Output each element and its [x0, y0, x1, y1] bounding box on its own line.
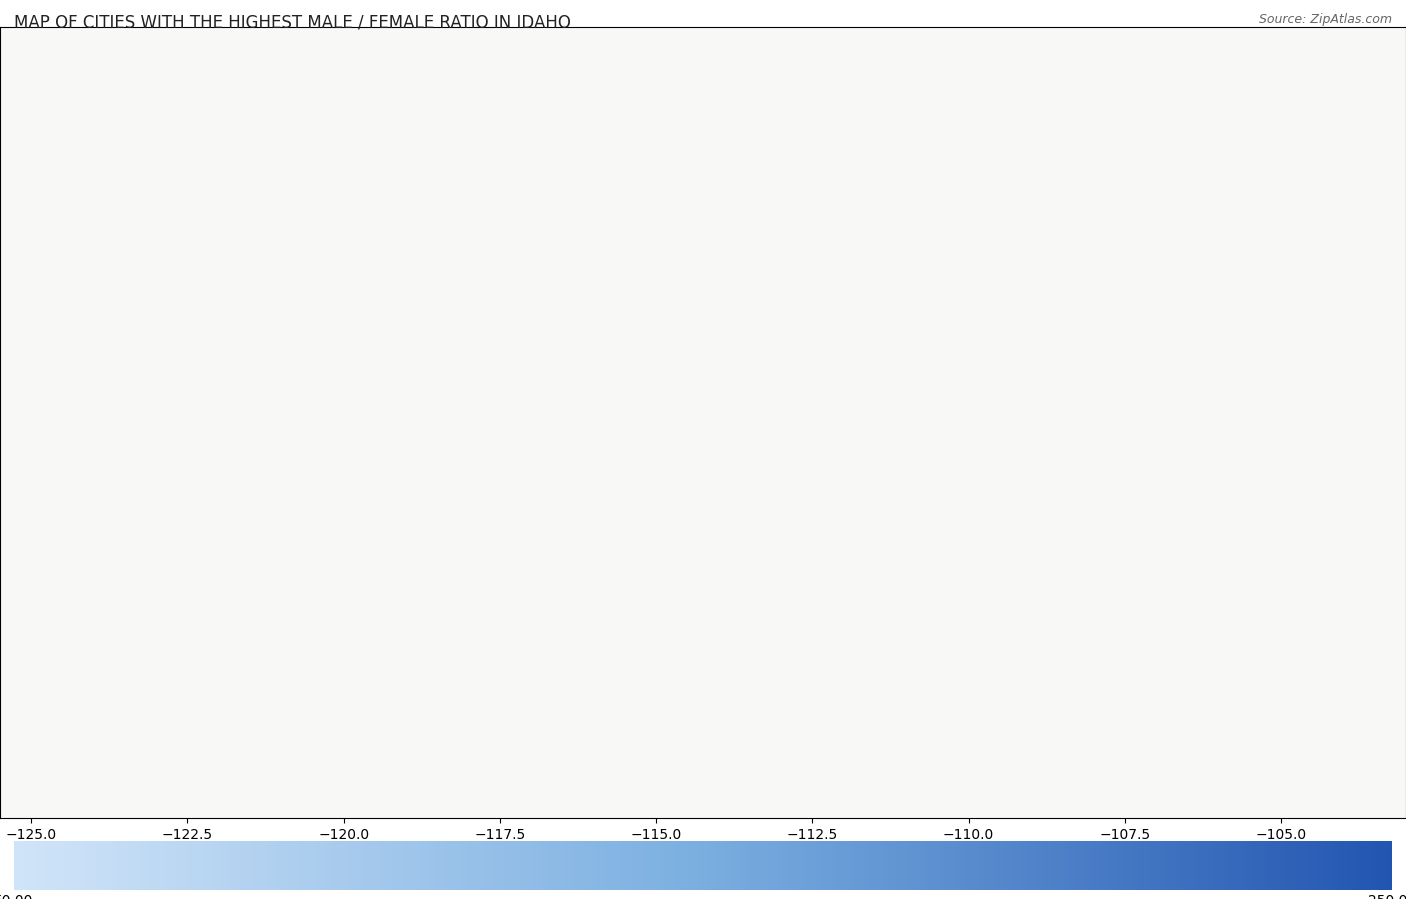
Text: Source: ZipAtlas.com: Source: ZipAtlas.com	[1258, 13, 1392, 26]
Text: MAP OF CITIES WITH THE HIGHEST MALE / FEMALE RATIO IN IDAHO: MAP OF CITIES WITH THE HIGHEST MALE / FE…	[14, 13, 571, 31]
